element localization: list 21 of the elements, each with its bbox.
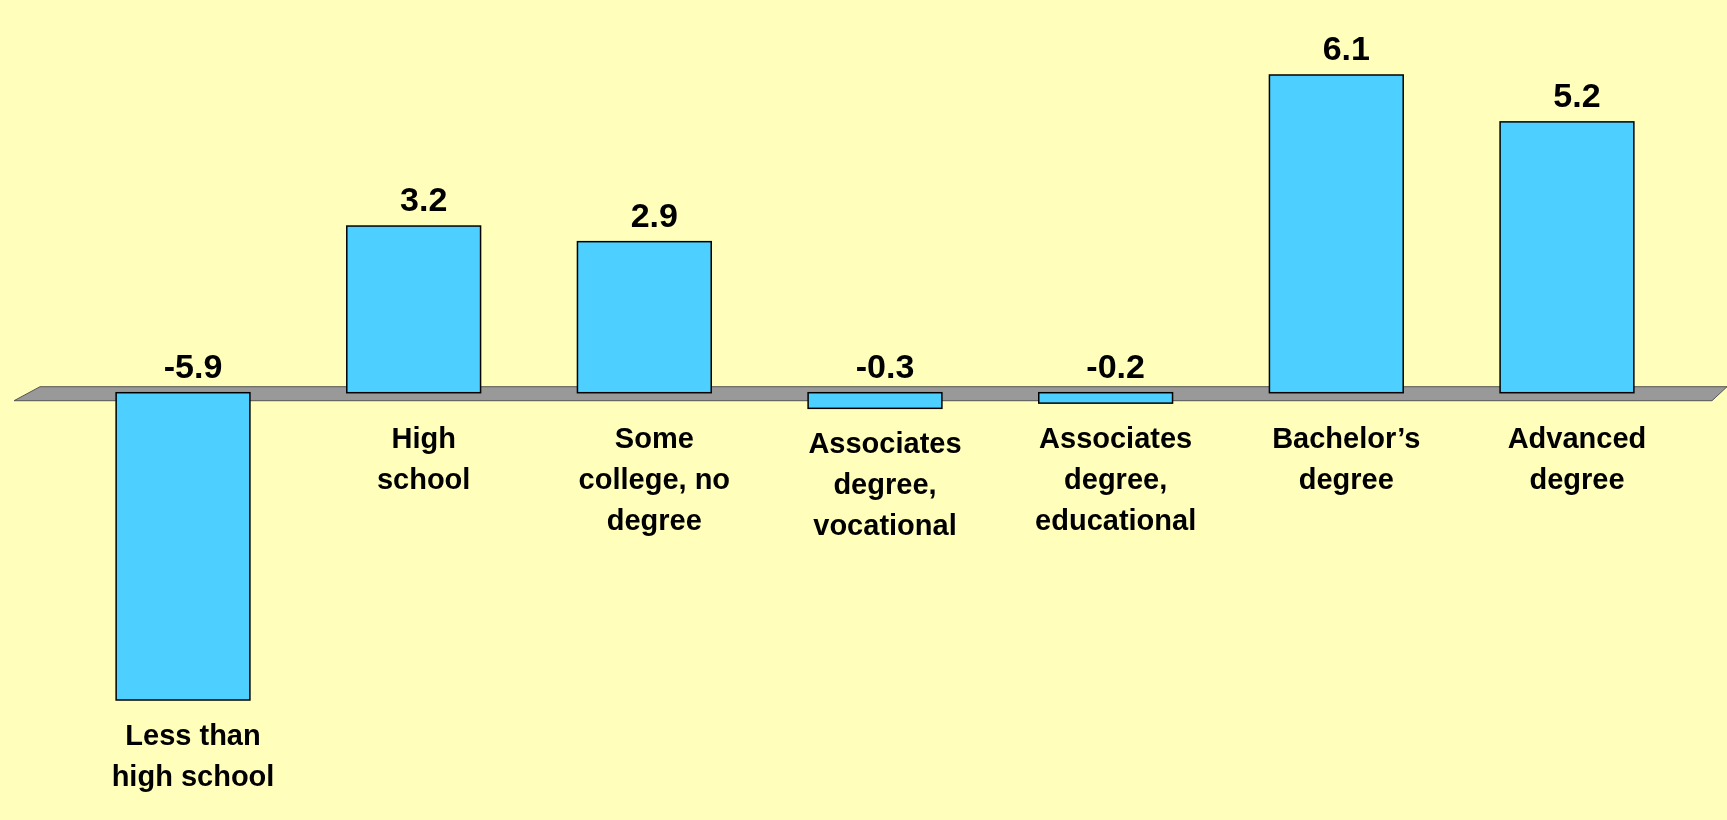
x-tick-label: Advanced degree [1507,421,1647,495]
x-tick-label: Associates degree, vocational [808,427,962,542]
bar [346,225,482,394]
bar [1268,74,1404,394]
x-tick-label: High school [376,421,471,495]
bar [576,240,712,394]
data-label: 6.1 [1322,29,1370,67]
bar [115,391,251,701]
x-tick-label: Bachelor’s degree [1272,421,1421,495]
data-label: 2.9 [630,195,678,234]
data-label: -0.2 [1086,346,1145,385]
bar [807,391,943,410]
bar [1499,121,1635,394]
data-label: 5.2 [1553,75,1601,114]
data-label: -0.3 [855,346,915,385]
x-tick-label: Some college, no degree [578,421,731,536]
bar [1038,391,1174,404]
x-tick-label: Less than high school [111,719,275,792]
data-label: -5.9 [163,346,223,385]
data-label: 3.2 [400,180,448,219]
x-tick-label: Associates degree, educational [1035,422,1197,537]
